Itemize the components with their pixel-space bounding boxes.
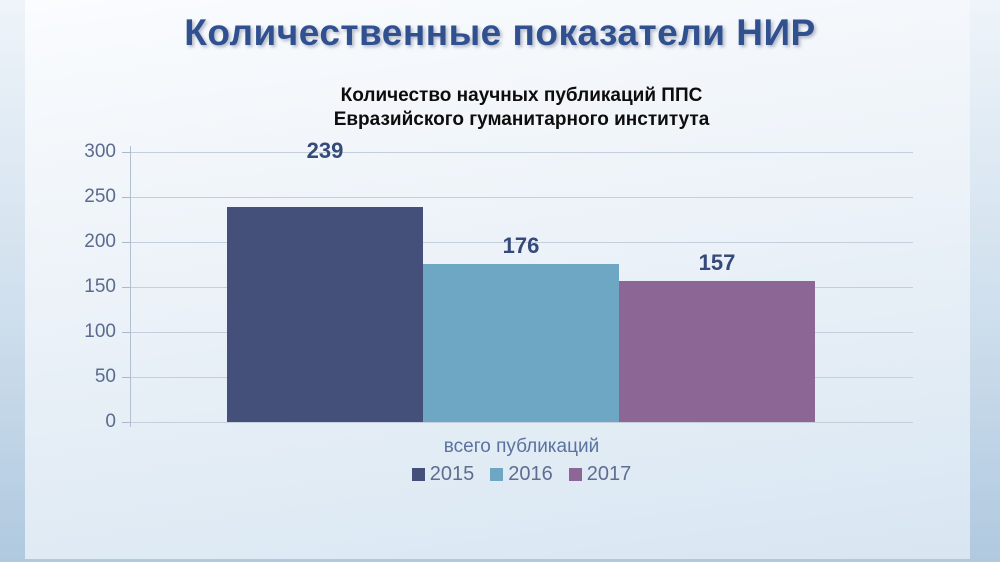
y-axis-tick: [122, 242, 130, 243]
legend-item-2015: 2015: [411, 463, 475, 485]
legend-label: 2017: [586, 463, 632, 485]
y-axis-tick: [122, 197, 130, 198]
legend-item-2017: 2017: [568, 463, 632, 485]
y-tick-label: 150: [84, 276, 116, 297]
bar-value-label-2016: 176: [502, 232, 540, 258]
y-axis-tick: [122, 152, 130, 153]
legend-swatch-icon: [411, 467, 425, 481]
bar-value-label-2015: 239: [306, 137, 344, 163]
legend-swatch-icon: [568, 467, 582, 481]
bar-value-label-2017: 157: [698, 249, 736, 275]
y-axis-tick: [122, 422, 130, 423]
slide-title: Количественные показатели НИР: [184, 12, 816, 53]
y-tick-label: 50: [94, 366, 116, 387]
bar-2016: [423, 263, 619, 422]
legend-item-2016: 2016: [490, 463, 553, 485]
bar-2017: [619, 280, 815, 422]
chart-title: Количество научных публикаций ППС Еврази…: [130, 84, 913, 132]
y-tick-label: 0: [105, 411, 116, 432]
y-axis-tick: [122, 332, 130, 333]
chart-title-line-1: Количество научных публикаций ППС: [340, 85, 703, 106]
y-tick-label: 250: [84, 186, 116, 207]
gridline: [130, 197, 913, 198]
y-tick-label: 200: [84, 231, 116, 252]
legend-label: 2015: [429, 463, 475, 485]
gridline: [130, 152, 913, 153]
y-tick-label: 100: [84, 321, 116, 342]
legend-label: 2016: [508, 463, 553, 485]
y-tick-label: 300: [84, 141, 116, 162]
chart-title-line-2: Евразийского гуманитарного института: [333, 109, 710, 130]
x-axis-title: всего публикаций: [443, 436, 600, 457]
y-axis-tick: [122, 287, 130, 288]
gridline: [130, 242, 913, 243]
y-axis-line: [130, 146, 131, 427]
gridline: [130, 422, 913, 423]
bar-2015: [227, 206, 423, 422]
y-axis-tick: [122, 377, 130, 378]
chart-legend: 2015 2016 2017: [130, 463, 913, 485]
legend-swatch-icon: [490, 467, 504, 481]
